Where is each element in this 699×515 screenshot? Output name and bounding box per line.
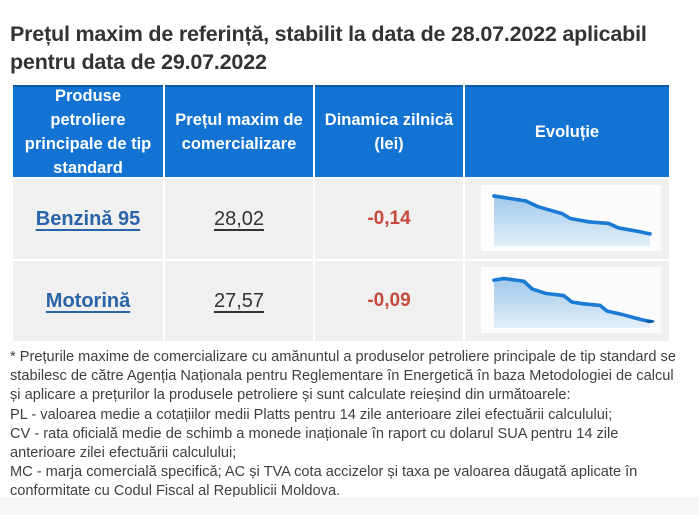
footnote-paragraph: MC - marja comercială specifică; AC și T… (10, 464, 638, 500)
product-link-benzina[interactable]: Benzină 95 (35, 207, 141, 230)
footnote-paragraph: PL - valoarea medie a cotațiilor medii P… (10, 406, 613, 423)
evolution-sparkline-benzina (481, 185, 661, 251)
table-row-motorina-product: Motorină (13, 261, 163, 341)
bottom-strip (0, 497, 699, 515)
footnote: * Prețurile maxime de comercializare cu … (10, 348, 682, 502)
page: Prețul maxim de referință, stabilit la d… (10, 22, 682, 502)
dynamic-value-benzina: -0,14 (367, 208, 411, 229)
header-max-price: Prețul maxim de comercializare (165, 85, 313, 177)
table-row-motorina-price: 27,57 (165, 261, 313, 341)
price-link-motorina[interactable]: 27,57 (213, 289, 265, 312)
header-products: Produse petroliere principale de tip sta… (13, 85, 163, 177)
table-row-benzina-dynamic: -0,14 (315, 179, 463, 259)
header-evolution: Evoluție (465, 85, 669, 177)
evolution-sparkline-motorina (481, 267, 661, 333)
header-daily-dynamic: Dinamica zilnică (lei) (315, 85, 463, 177)
dynamic-value-motorina: -0,09 (367, 290, 411, 311)
table-row-motorina-evolution (465, 261, 669, 341)
product-link-motorina[interactable]: Motorină (45, 289, 131, 312)
price-link-benzina[interactable]: 28,02 (213, 207, 265, 230)
footnote-paragraph: * Prețurile maxime de comercializare cu … (10, 349, 676, 404)
table-row-benzina-product: Benzină 95 (13, 179, 163, 259)
table-row-motorina-dynamic: -0,09 (315, 261, 463, 341)
footnote-paragraph: CV - rata oficială medie de schimb a mon… (10, 425, 619, 462)
table-row-benzina-evolution (465, 179, 669, 259)
page-title: Prețul maxim de referință, stabilit la d… (10, 22, 647, 74)
table-row-benzina-price: 28,02 (165, 179, 313, 259)
price-table: Produse petroliere principale de tip sta… (13, 85, 669, 341)
